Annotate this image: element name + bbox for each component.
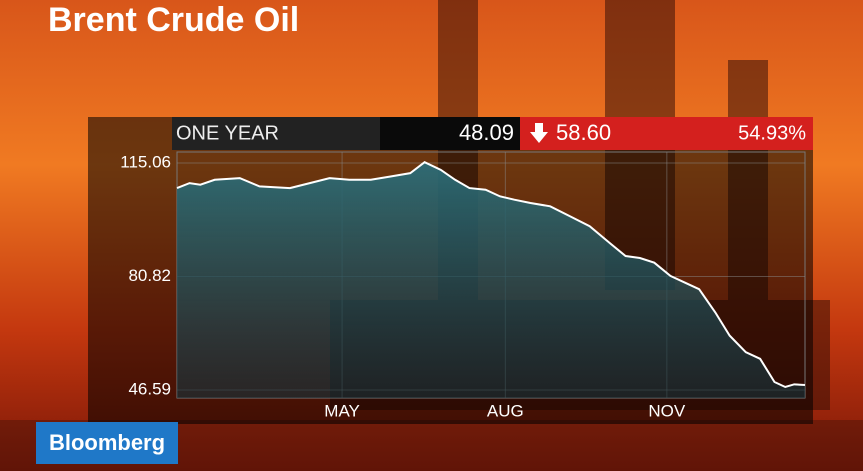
x-tick-label: MAY (324, 401, 360, 420)
y-tick-label: 115.06 (120, 152, 171, 171)
x-tick-label: NOV (648, 401, 686, 420)
period-label: ONE YEAR (176, 122, 279, 144)
logo-box (36, 422, 178, 464)
title: Brent Crude Oil (48, 1, 299, 39)
header-last-box (380, 117, 520, 150)
down-arrow (530, 123, 548, 143)
logo: Bloomberg (49, 430, 165, 455)
last-price: 48.09 (459, 120, 514, 145)
change-pct: 54.93% (738, 122, 806, 144)
y-tick-label: 46.59 (128, 379, 171, 398)
header-change-box (520, 117, 813, 150)
change: 58.60 (556, 120, 611, 145)
price-line (176, 161, 806, 389)
y-tick-label: 80.82 (128, 266, 171, 285)
x-tick-label: AUG (487, 401, 524, 420)
area (177, 162, 805, 398)
header-period-box (172, 117, 380, 150)
